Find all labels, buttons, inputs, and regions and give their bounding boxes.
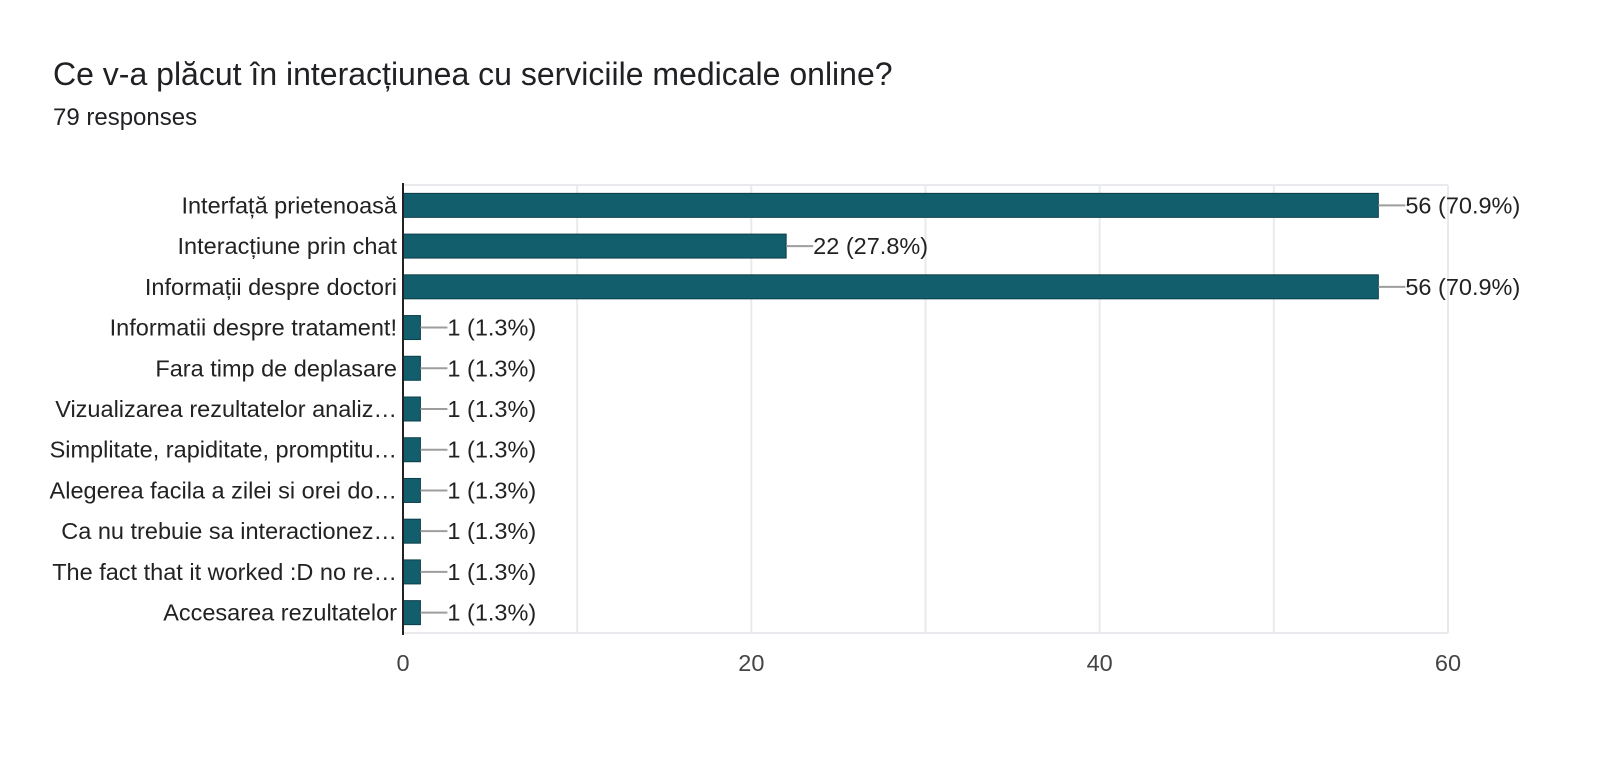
category-label: Alegerea facila a zilei si orei do… xyxy=(50,477,397,503)
chart-header: Ce v-a plăcut în interacțiunea cu servic… xyxy=(53,52,893,134)
response-count: 79 responses xyxy=(53,104,198,131)
category-label: Interfață prietenoasă xyxy=(181,192,397,218)
data-label: 56 (70.9%) xyxy=(1405,192,1520,218)
bar xyxy=(402,355,421,381)
bar xyxy=(402,192,1379,218)
bar xyxy=(402,559,421,585)
x-tick-label: 20 xyxy=(738,650,764,676)
category-label: Interacțiune prin chat xyxy=(178,233,398,259)
bar xyxy=(402,600,421,626)
bar xyxy=(402,437,421,463)
x-tick-label: 60 xyxy=(1435,650,1461,676)
bar xyxy=(402,396,421,422)
category-label: Informații despre doctori xyxy=(145,274,397,300)
category-label: The fact that it worked :D no re… xyxy=(52,559,397,585)
category-label: Informatii despre tratament! xyxy=(110,315,397,341)
bar xyxy=(402,477,421,503)
x-tick-label: 0 xyxy=(396,650,409,676)
bar xyxy=(402,233,787,259)
data-label: 1 (1.3%) xyxy=(447,477,536,503)
bar xyxy=(402,274,1379,300)
category-label: Vizualizarea rezultatelor analiz… xyxy=(55,396,397,422)
data-label: 1 (1.3%) xyxy=(447,355,536,381)
chart-title: Ce v-a plăcut în interacțiunea cu servic… xyxy=(53,56,893,92)
category-label: Accesarea rezultatelor xyxy=(163,600,397,626)
data-label: 1 (1.3%) xyxy=(447,396,536,422)
data-label: 22 (27.8%) xyxy=(813,233,928,259)
data-label: 1 (1.3%) xyxy=(447,518,536,544)
data-label: 1 (1.3%) xyxy=(447,600,536,626)
data-label: 1 (1.3%) xyxy=(447,315,536,341)
bar xyxy=(402,518,421,544)
data-label: 1 (1.3%) xyxy=(447,437,536,463)
category-label: Simplitate, rapiditate, promptitu… xyxy=(50,437,397,463)
data-label: 56 (70.9%) xyxy=(1405,274,1520,300)
category-label: Fara timp de deplasare xyxy=(155,355,397,381)
x-tick-label: 40 xyxy=(1087,650,1113,676)
data-label: 1 (1.3%) xyxy=(447,559,536,585)
category-label: Ca nu trebuie sa interactionez… xyxy=(61,518,397,544)
bar xyxy=(402,315,421,341)
